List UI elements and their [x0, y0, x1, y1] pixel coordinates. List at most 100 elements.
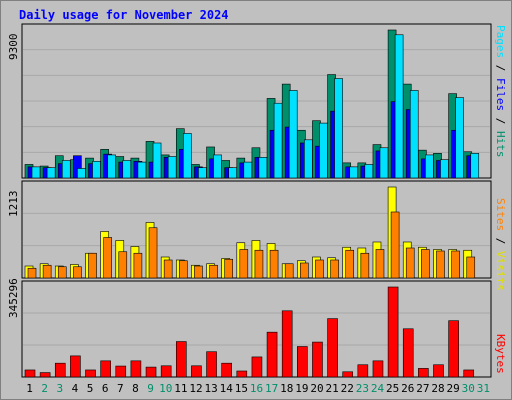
x-tick-label-day-15: 15	[235, 382, 248, 395]
visits-bar-sites-day-3	[57, 266, 67, 279]
hits-bar-pages-day-17	[273, 102, 283, 179]
x-tick-label-day-19: 19	[295, 382, 308, 395]
kbytes-bar-kbytes-day-10	[160, 365, 172, 378]
kbytes-bar-kbytes-day-27	[418, 368, 429, 378]
kbytes-bar-kbytes-day-17	[266, 331, 278, 378]
x-tick-label-day-22: 22	[341, 382, 354, 395]
visits-bar-sites-day-6	[103, 237, 112, 279]
kbytes-bar-kbytes-day-26	[402, 328, 414, 378]
visits-bar-sites-day-9	[148, 227, 158, 279]
kbytes-bar-kbytes-day-19	[297, 346, 308, 378]
hits-bar-pages-day-18	[288, 90, 298, 179]
kbytes-bar-kbytes-day-12	[191, 365, 202, 378]
visits-bar-sites-day-12	[194, 265, 203, 279]
kbytes-bar-kbytes-day-25	[387, 286, 399, 378]
x-tick-label-day-16: 16	[250, 382, 263, 395]
visits-bar-sites-day-5	[88, 252, 97, 279]
hits-bar-pages-day-3	[61, 160, 71, 179]
x-tick-label-day-23: 23	[356, 382, 369, 395]
x-tick-label-day-20: 20	[310, 382, 323, 395]
hits-bar-pages-day-20	[319, 122, 328, 179]
x-tick-label-day-6: 6	[102, 382, 109, 395]
visits-bar-sites-day-2	[42, 264, 52, 279]
visits-bar-sites-day-25	[390, 211, 400, 279]
visits-bar-sites-day-20	[315, 259, 324, 279]
x-tick-label-day-4: 4	[72, 382, 79, 395]
x-tick-label-day-11: 11	[174, 382, 187, 395]
visits-bar-sites-day-22	[345, 249, 355, 279]
x-tick-label-day-1: 1	[26, 382, 33, 395]
visits-bar-sites-day-27	[421, 249, 430, 279]
kbytes-bar-kbytes-day-13	[206, 351, 217, 378]
hits-bar-pages-day-1	[31, 166, 41, 179]
visits-bar-sites-day-11	[178, 260, 188, 279]
hits-bar-pages-day-9	[152, 142, 162, 179]
hits-bar-pages-day-22	[349, 166, 359, 179]
x-tick-label-day-18: 18	[280, 382, 293, 395]
visits-bar-sites-day-24	[375, 249, 385, 279]
visits-bar-sites-day-23	[360, 252, 370, 279]
visits-bar-sites-day-16	[254, 249, 264, 279]
hits-bar-pages-day-6	[107, 154, 116, 179]
hits-bar-pages-day-10	[167, 156, 177, 179]
visits-bar-sites-day-7	[118, 251, 128, 279]
hits-bar-pages-day-28	[440, 159, 449, 179]
hits-bar-pages-day-2	[46, 167, 56, 179]
visits-bar-sites-day-29	[451, 250, 460, 279]
visits-bar-sites-day-17	[269, 249, 279, 279]
hits-bar-pages-day-24	[379, 147, 389, 179]
hits-bar-pages-day-30	[470, 153, 480, 179]
visits-bar-sites-day-18	[284, 263, 294, 279]
hits-bar-pages-day-14	[228, 167, 237, 179]
hits-bar-pages-day-7	[122, 160, 132, 179]
hits-bar-pages-day-8	[137, 161, 147, 179]
kbytes-bar-kbytes-day-20	[312, 341, 323, 378]
hits-bar-pages-day-11	[182, 133, 192, 179]
kbytes-bar-kbytes-day-7	[115, 365, 127, 378]
chart-title: Daily usage for November 2024	[19, 8, 229, 22]
kbytes-bar-kbytes-day-22	[342, 371, 354, 378]
hits-bar-pages-day-15	[243, 161, 253, 179]
visits-bar-sites-day-8	[133, 252, 143, 279]
x-tick-label-day-5: 5	[87, 382, 94, 395]
hits-bar-pages-day-13	[213, 154, 222, 179]
kbytes-bar-kbytes-day-3	[54, 362, 66, 378]
visits-bar-sites-day-1	[27, 267, 37, 279]
x-tick-label-day-31: 31	[477, 382, 490, 395]
hits-bar-pages-day-4	[77, 168, 86, 179]
visits-bar-sites-day-15	[239, 249, 249, 279]
kbytes-bar-kbytes-day-5	[85, 369, 96, 378]
x-tick-label-day-2: 2	[41, 382, 48, 395]
hits-bar-pages-day-27	[425, 154, 434, 179]
hits-bar-pages-day-26	[409, 90, 419, 179]
kbytes-bar-kbytes-day-9	[145, 366, 157, 378]
x-tick-label-day-17: 17	[265, 382, 278, 395]
x-tick-label-day-13: 13	[204, 382, 217, 395]
kbytes-bar-kbytes-day-1	[24, 369, 36, 378]
kbytes-bar-kbytes-day-18	[281, 310, 293, 378]
x-tick-label-day-27: 27	[416, 382, 429, 395]
hits-bar-pages-day-5	[92, 160, 101, 179]
kbytes-bar-kbytes-day-11	[175, 341, 187, 378]
x-tick-label-day-14: 14	[220, 382, 234, 395]
x-tick-label-day-29: 29	[447, 382, 460, 395]
kbytes-bar-kbytes-day-29	[448, 320, 459, 378]
hits-bar-pages-day-19	[304, 139, 313, 179]
visits-bar-sites-day-21	[330, 259, 339, 279]
hits-bar-pages-day-21	[334, 78, 343, 179]
kbytes-bar-kbytes-day-21	[327, 318, 338, 378]
kbytes-bar-kbytes-day-23	[357, 364, 369, 378]
visits-bar-sites-day-28	[436, 250, 445, 279]
visits-bar-sites-day-10	[163, 259, 173, 279]
hits-bar-pages-day-25	[394, 34, 404, 179]
x-tick-label-day-30: 30	[462, 382, 475, 395]
x-tick-label-day-28: 28	[431, 382, 444, 395]
x-tick-label-day-12: 12	[189, 382, 202, 395]
kbytes-bar-kbytes-day-4	[70, 355, 81, 378]
hits-bar-pages-day-12	[198, 167, 207, 179]
kbytes-bar-kbytes-day-8	[130, 360, 142, 378]
x-tick-label-day-24: 24	[371, 382, 385, 395]
x-tick-label-day-26: 26	[401, 382, 414, 395]
kbytes-bar-kbytes-day-30	[463, 369, 475, 378]
